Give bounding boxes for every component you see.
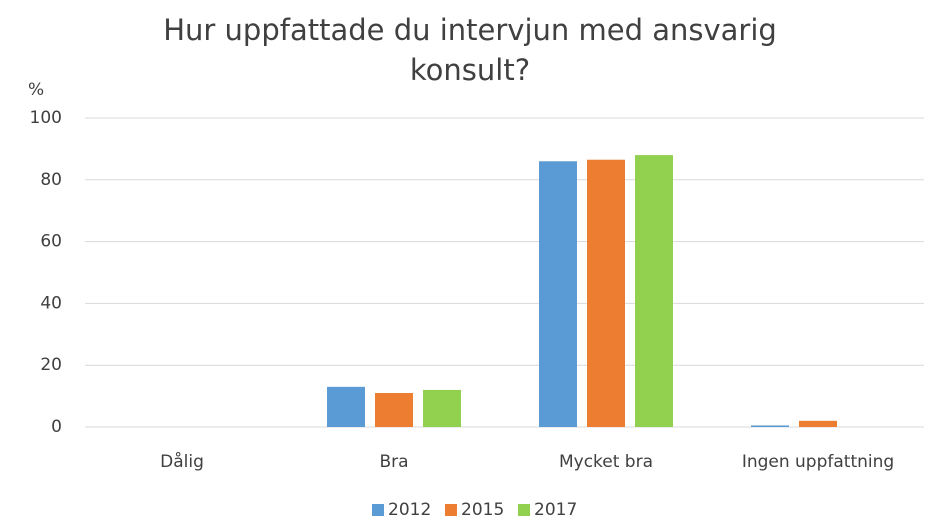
x-tick-label: Mycket bra <box>559 452 653 472</box>
bar <box>375 393 413 427</box>
bar <box>635 155 673 427</box>
y-tick-label: 0 <box>51 417 62 437</box>
y-tick-label: 20 <box>40 355 62 375</box>
bar <box>327 386 365 427</box>
legend-swatch <box>445 504 457 516</box>
bar <box>799 420 837 427</box>
x-tick-label: Ingen uppfattning <box>742 452 894 472</box>
bar <box>539 161 577 427</box>
chart-title: Hur uppfattade du intervjun med ansvarig… <box>163 13 777 87</box>
legend-label: 2017 <box>534 500 577 520</box>
x-tick-label: Dålig <box>160 451 204 472</box>
legend-label: 2015 <box>461 500 504 520</box>
legend-label: 2012 <box>388 500 431 520</box>
y-tick-label: 100 <box>30 108 62 128</box>
bar <box>423 389 461 427</box>
legend-swatch <box>518 504 530 516</box>
bar <box>587 159 625 427</box>
y-tick-label: 80 <box>40 170 62 190</box>
x-tick-label: Bra <box>379 452 408 472</box>
legend-swatch <box>372 504 384 516</box>
y-tick-label: 40 <box>40 293 62 313</box>
y-tick-label: 60 <box>40 232 62 252</box>
y-axis-label: % <box>28 80 44 100</box>
bar <box>751 425 789 427</box>
